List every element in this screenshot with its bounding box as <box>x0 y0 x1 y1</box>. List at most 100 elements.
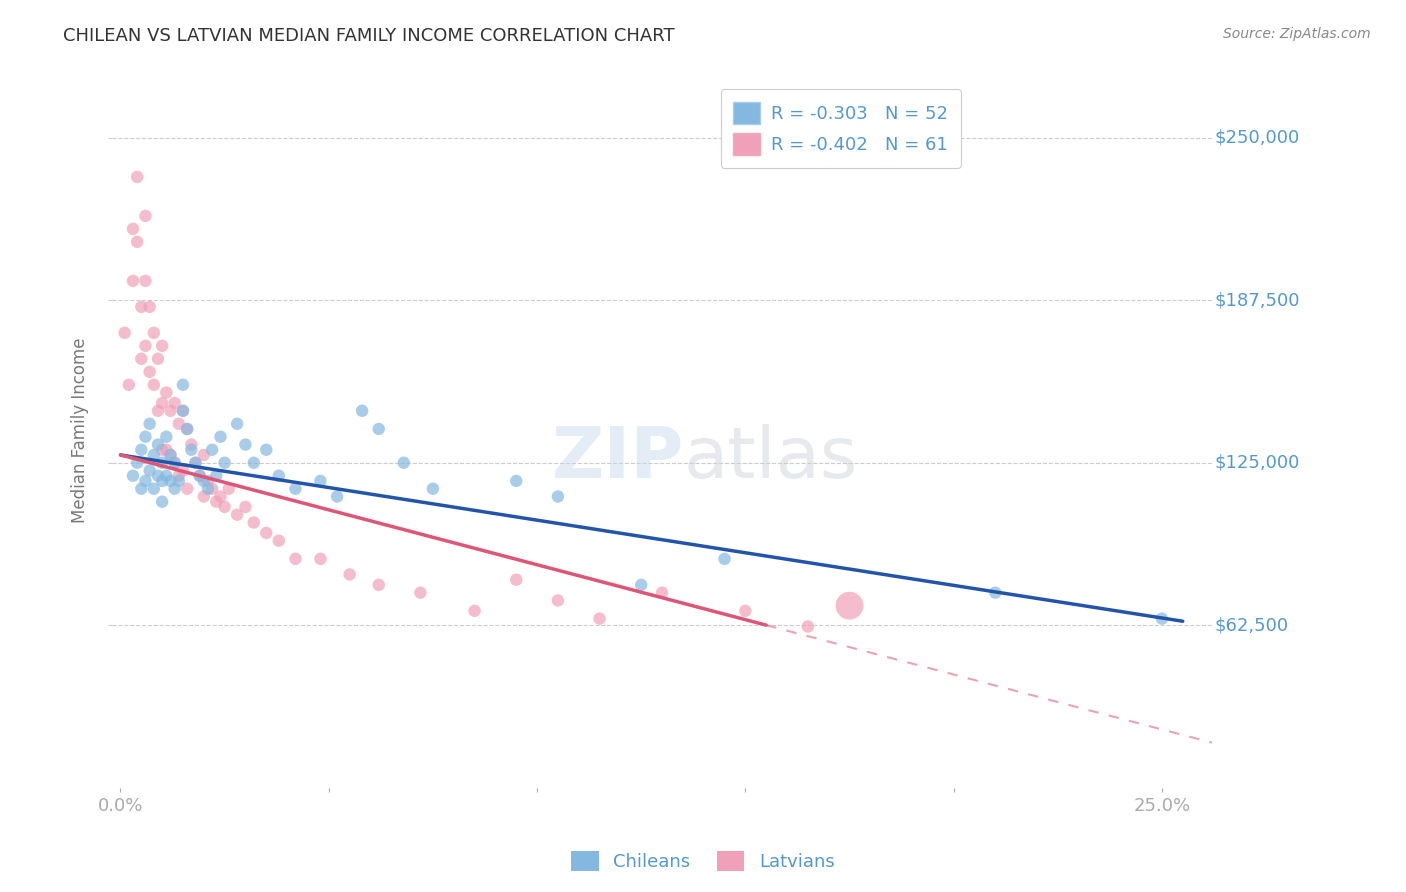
Point <box>142 326 165 340</box>
Point <box>138 417 160 431</box>
Text: ZIP: ZIP <box>551 425 685 493</box>
Point <box>235 500 257 514</box>
Point <box>131 482 153 496</box>
Point <box>205 468 228 483</box>
Point <box>167 417 190 431</box>
Text: CHILEAN VS LATVIAN MEDIAN FAMILY INCOME CORRELATION CHART: CHILEAN VS LATVIAN MEDIAN FAMILY INCOME … <box>63 27 675 45</box>
Point <box>367 578 389 592</box>
Point <box>138 365 160 379</box>
Point <box>984 585 1007 599</box>
Point <box>131 351 153 366</box>
Point <box>142 448 165 462</box>
Point <box>505 474 527 488</box>
Point <box>254 442 277 457</box>
Point <box>392 456 415 470</box>
Text: Source: ZipAtlas.com: Source: ZipAtlas.com <box>1223 27 1371 41</box>
Point <box>235 437 257 451</box>
Point <box>159 448 181 462</box>
Point <box>188 468 211 483</box>
Point <box>505 573 527 587</box>
Point <box>267 468 290 483</box>
Point <box>630 578 652 592</box>
Point <box>176 422 198 436</box>
Point <box>155 385 177 400</box>
Point <box>146 468 169 483</box>
Point <box>176 482 198 496</box>
Point <box>201 482 224 496</box>
Point <box>150 474 173 488</box>
Point <box>326 490 349 504</box>
Point <box>127 235 149 249</box>
Point <box>172 464 194 478</box>
Point <box>122 222 145 236</box>
Point <box>180 442 202 457</box>
Point <box>547 593 569 607</box>
Point <box>284 552 307 566</box>
Point <box>713 552 735 566</box>
Point <box>146 437 169 451</box>
Point <box>309 474 332 488</box>
Point <box>1150 612 1173 626</box>
Point <box>180 437 202 451</box>
Point <box>142 482 165 496</box>
Point <box>209 490 232 504</box>
Point <box>197 474 219 488</box>
Point <box>150 456 173 470</box>
Point <box>167 474 190 488</box>
Point <box>146 404 169 418</box>
Point <box>188 468 211 483</box>
Legend: R = -0.303   N = 52, R = -0.402   N = 61: R = -0.303 N = 52, R = -0.402 N = 61 <box>721 89 960 168</box>
Text: $250,000: $250,000 <box>1215 129 1299 147</box>
Point <box>226 508 249 522</box>
Point <box>734 604 756 618</box>
Point <box>127 169 149 184</box>
Point <box>184 456 207 470</box>
Point <box>150 396 173 410</box>
Point <box>163 456 186 470</box>
Point <box>138 464 160 478</box>
Point <box>159 404 181 418</box>
Point <box>138 300 160 314</box>
Point <box>352 404 374 418</box>
Point <box>651 585 673 599</box>
Point <box>214 456 236 470</box>
Point <box>193 490 215 504</box>
Point <box>464 604 486 618</box>
Point <box>201 442 224 457</box>
Point <box>547 490 569 504</box>
Point <box>409 585 432 599</box>
Point <box>243 516 266 530</box>
Point <box>142 377 165 392</box>
Point <box>167 468 190 483</box>
Text: atlas: atlas <box>685 425 859 493</box>
Point <box>172 377 194 392</box>
Point <box>163 482 186 496</box>
Point <box>118 377 141 392</box>
Point <box>134 474 156 488</box>
Point <box>155 468 177 483</box>
Legend: Chileans, Latvians: Chileans, Latvians <box>564 844 842 879</box>
Point <box>339 567 361 582</box>
Y-axis label: Median Family Income: Median Family Income <box>72 337 89 523</box>
Point <box>184 456 207 470</box>
Text: $125,000: $125,000 <box>1215 454 1299 472</box>
Point <box>588 612 610 626</box>
Point <box>134 430 156 444</box>
Point <box>214 500 236 514</box>
Point <box>150 494 173 508</box>
Point <box>243 456 266 470</box>
Point <box>131 300 153 314</box>
Point <box>172 404 194 418</box>
Point <box>838 599 860 613</box>
Point <box>209 430 232 444</box>
Point <box>309 552 332 566</box>
Point <box>226 417 249 431</box>
Point <box>422 482 444 496</box>
Point <box>267 533 290 548</box>
Point <box>172 404 194 418</box>
Point <box>122 274 145 288</box>
Point <box>122 468 145 483</box>
Point <box>159 448 181 462</box>
Point <box>193 448 215 462</box>
Point <box>218 482 240 496</box>
